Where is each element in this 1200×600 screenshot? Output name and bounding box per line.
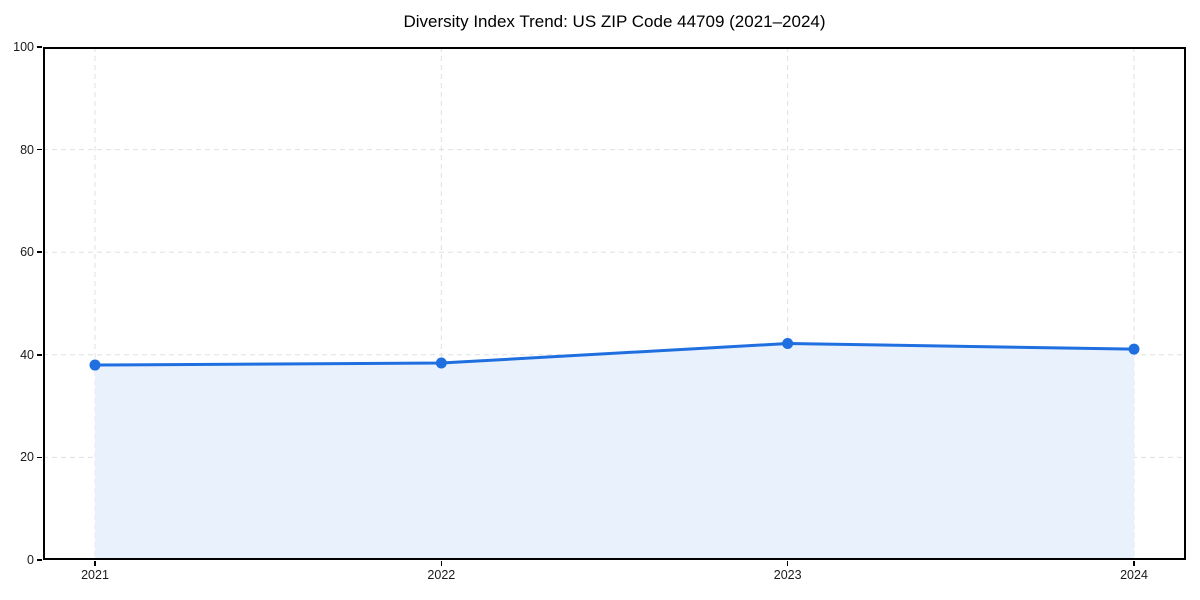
y-axis-tick-mark xyxy=(37,251,42,253)
x-axis-tick-label: 2024 xyxy=(1120,568,1148,582)
y-axis-tick-mark xyxy=(37,148,42,151)
y-axis-tick-label: 0 xyxy=(27,553,34,567)
y-axis-tick-mark xyxy=(37,559,42,561)
x-axis-tick-mark xyxy=(440,561,443,566)
x-axis-tick-mark xyxy=(786,561,789,566)
data-point-marker xyxy=(1128,343,1140,355)
y-axis-tick-label: 40 xyxy=(20,347,34,362)
data-point-marker xyxy=(435,357,447,369)
area-fill xyxy=(95,343,1134,560)
y-axis-tick-mark xyxy=(37,354,42,356)
y-axis-tick-mark xyxy=(37,46,42,48)
x-axis-tick-mark xyxy=(94,561,96,566)
y-axis-tick-mark xyxy=(37,456,42,459)
data-point-marker xyxy=(89,359,101,371)
data-point-marker xyxy=(782,338,794,350)
line-chart-plot-area xyxy=(43,47,1186,560)
x-axis-tick-label: 2023 xyxy=(773,568,802,582)
x-axis-tick-label: 2021 xyxy=(81,568,109,582)
chart-title: Diversity Index Trend: US ZIP Code 44709… xyxy=(403,12,826,31)
y-axis-tick-label: 80 xyxy=(20,142,34,157)
y-axis-tick-label: 20 xyxy=(20,450,34,465)
trend-line xyxy=(93,342,1136,367)
x-axis-tick-mark xyxy=(1133,561,1135,566)
y-axis-tick-label: 60 xyxy=(20,245,34,260)
x-axis-tick-label: 2022 xyxy=(427,568,456,582)
y-axis-tick-label: 100 xyxy=(13,40,34,54)
plot-frame xyxy=(43,47,1186,560)
